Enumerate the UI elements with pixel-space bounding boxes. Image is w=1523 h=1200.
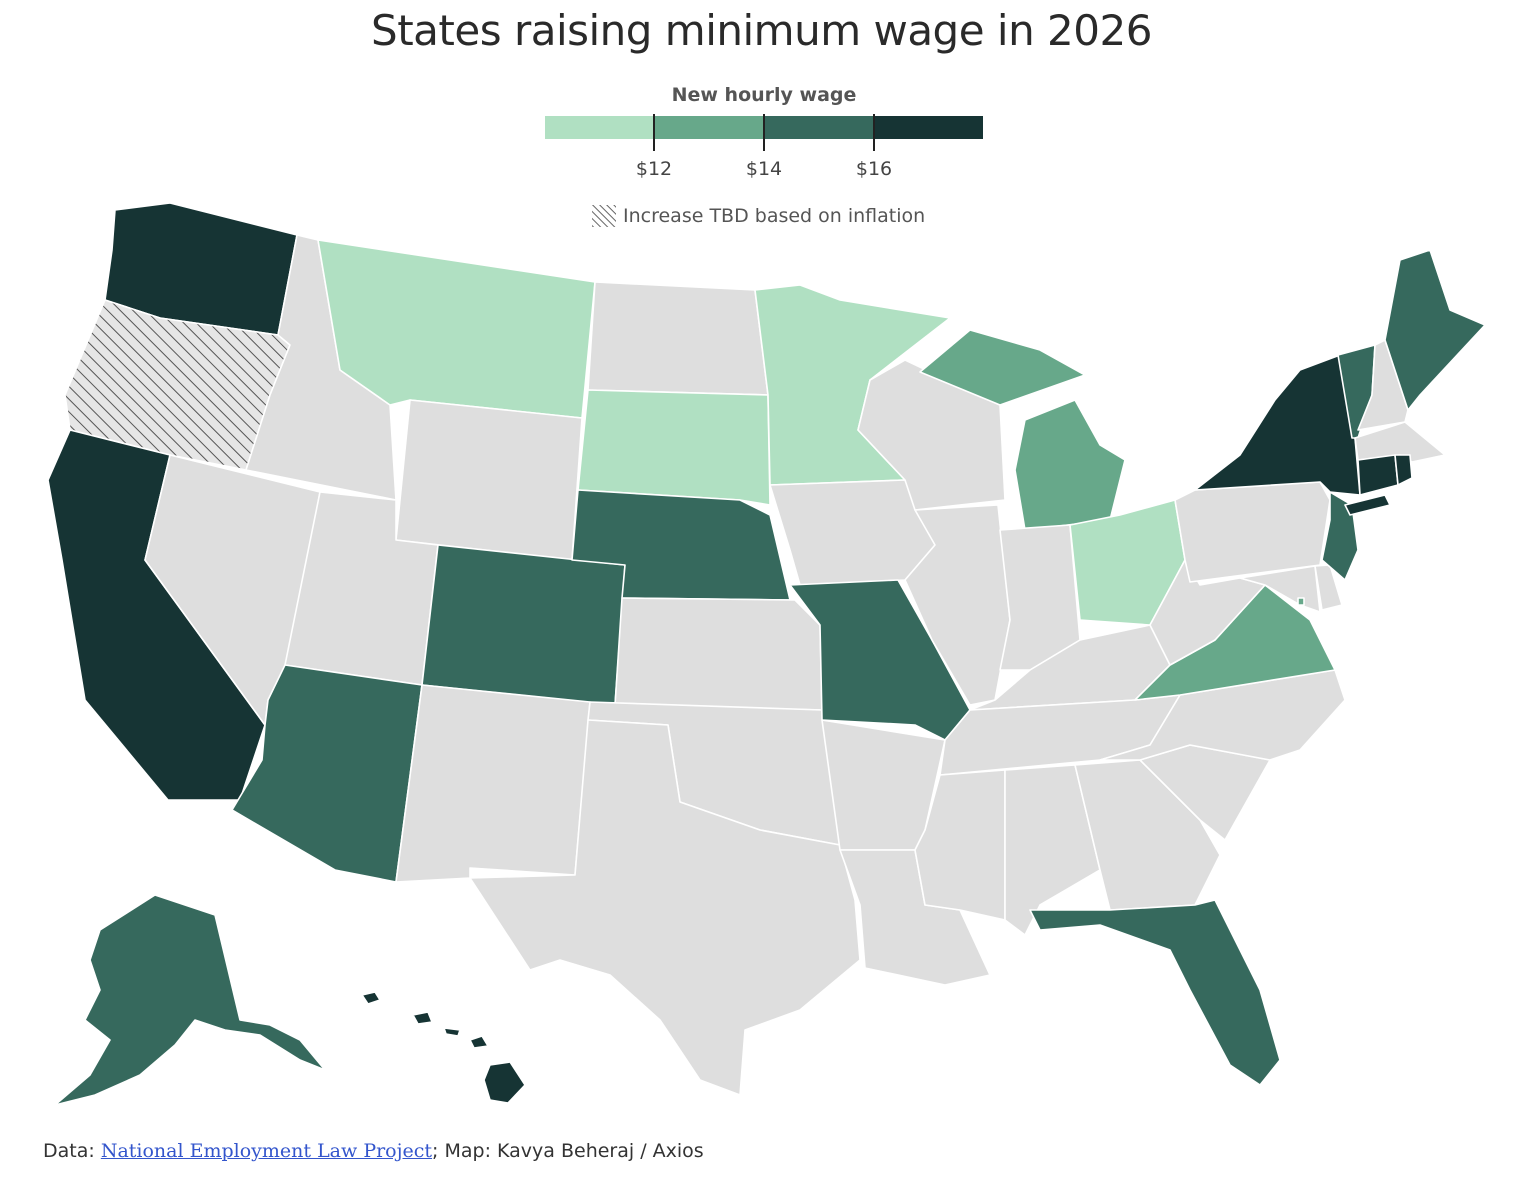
legend-swatch-4: [873, 116, 983, 139]
state-CO[interactable]: [421, 544, 626, 706]
state-CT[interactable]: [1357, 454, 1399, 496]
legend-swatch-3: [764, 116, 874, 139]
state-DC[interactable]: [1297, 597, 1305, 606]
legend-tick-16: [873, 114, 875, 151]
state-AK[interactable]: [54, 894, 326, 1106]
state-RI[interactable]: [1394, 454, 1413, 486]
footer-data-prefix: Data:: [43, 1140, 101, 1162]
state-ME[interactable]: [1384, 249, 1486, 411]
state-FL[interactable]: [1029, 899, 1281, 1086]
map-title: States raising minimum wage in 2026: [371, 6, 1152, 55]
state-NM[interactable]: [395, 684, 591, 883]
state-HI[interactable]: [361, 991, 526, 1104]
state-TX[interactable]: [469, 719, 861, 1096]
legend-title: New hourly wage: [671, 84, 857, 106]
state-KS[interactable]: [614, 597, 823, 711]
state-WY[interactable]: [395, 399, 583, 561]
state-NC[interactable]: [1099, 669, 1346, 761]
legend-tick-14: [763, 114, 765, 151]
legend-swatch-2: [654, 116, 764, 139]
legend-tick-label-14: $14: [745, 158, 783, 180]
legend-tick-label-16: $16: [855, 158, 893, 180]
legend-tick-label-12: $12: [635, 158, 673, 180]
legend-color-scale: [545, 116, 983, 139]
legend-tick-12: [653, 114, 655, 151]
state-WI[interactable]: [857, 359, 1006, 511]
state-SD[interactable]: [577, 389, 771, 506]
source-link[interactable]: National Employment Law Project: [100, 1140, 433, 1162]
legend-tbd: Increase TBD based on inflation: [591, 204, 925, 228]
state-ND[interactable]: [587, 281, 769, 396]
state-MI[interactable]: [919, 329, 1126, 531]
footer-credits: Data: National Employment Law Project; M…: [43, 1140, 704, 1162]
hatch-swatch-icon: [592, 205, 616, 227]
footer-map-credit: ; Map: Kavya Beheraj / Axios: [432, 1140, 704, 1162]
legend-tbd-label: Increase TBD based on inflation: [623, 205, 926, 227]
state-DE[interactable]: [1314, 564, 1343, 611]
legend-swatch-1: [545, 116, 655, 139]
